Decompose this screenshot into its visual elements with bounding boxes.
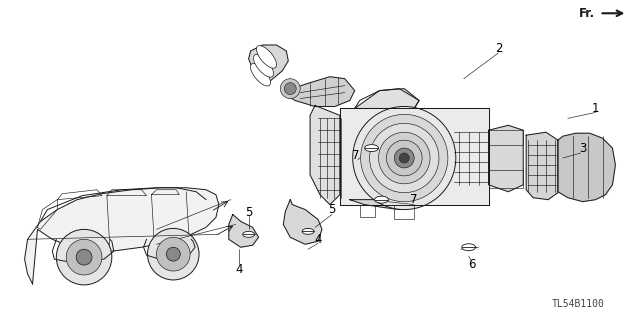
Ellipse shape — [374, 196, 388, 203]
Text: 5: 5 — [328, 203, 335, 216]
Text: 6: 6 — [468, 257, 476, 271]
Ellipse shape — [369, 123, 439, 193]
Text: 5: 5 — [245, 206, 252, 219]
Ellipse shape — [250, 63, 271, 86]
Ellipse shape — [461, 244, 476, 251]
Ellipse shape — [76, 249, 92, 265]
Ellipse shape — [353, 107, 456, 210]
Ellipse shape — [156, 237, 190, 271]
Ellipse shape — [394, 148, 414, 168]
Ellipse shape — [243, 231, 255, 237]
Polygon shape — [349, 198, 429, 210]
Ellipse shape — [365, 145, 378, 152]
Polygon shape — [284, 200, 322, 244]
Polygon shape — [340, 108, 488, 204]
Text: 3: 3 — [579, 142, 586, 155]
Ellipse shape — [147, 228, 199, 280]
Ellipse shape — [257, 46, 276, 68]
Ellipse shape — [361, 115, 448, 202]
Text: Fr.: Fr. — [579, 7, 595, 20]
Ellipse shape — [166, 247, 180, 261]
Polygon shape — [248, 45, 288, 81]
Text: 7: 7 — [410, 193, 418, 206]
Text: 2: 2 — [495, 42, 502, 56]
Ellipse shape — [399, 153, 409, 163]
Text: 4: 4 — [235, 263, 243, 276]
Polygon shape — [24, 188, 219, 284]
Ellipse shape — [56, 229, 112, 285]
Text: TL54B1100: TL54B1100 — [551, 299, 604, 309]
Ellipse shape — [253, 55, 273, 77]
Polygon shape — [229, 214, 259, 247]
Ellipse shape — [302, 228, 314, 234]
Text: 1: 1 — [592, 102, 599, 115]
Polygon shape — [558, 133, 616, 202]
Polygon shape — [488, 125, 524, 192]
Ellipse shape — [378, 132, 430, 184]
Ellipse shape — [284, 83, 296, 94]
Polygon shape — [285, 77, 355, 107]
Polygon shape — [310, 106, 340, 204]
Polygon shape — [526, 132, 558, 200]
Ellipse shape — [387, 140, 422, 176]
Polygon shape — [355, 89, 419, 108]
Text: 7: 7 — [352, 149, 360, 161]
Ellipse shape — [66, 239, 102, 275]
Ellipse shape — [280, 79, 300, 99]
Text: 4: 4 — [314, 233, 322, 246]
